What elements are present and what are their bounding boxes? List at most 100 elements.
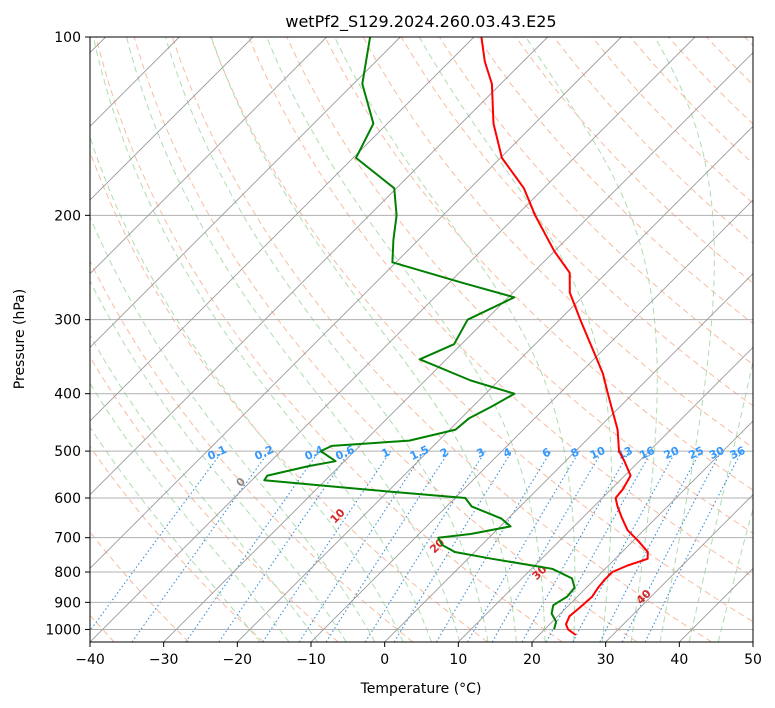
y-tick-label: 500 (54, 444, 81, 460)
dry-adiabat (210, 37, 753, 623)
y-tick-label: 900 (54, 595, 81, 611)
mixing-ratio-label: 2 (438, 446, 450, 461)
moist-adiabat (525, 37, 658, 642)
mixing-ratio-label: 25 (687, 444, 706, 462)
mixing-ratio-line (572, 450, 677, 642)
mixing-ratio-line (599, 450, 701, 642)
mixing-ratio-line (298, 450, 425, 642)
y-tick-label: 600 (54, 491, 81, 507)
dry-adiabat (248, 37, 753, 578)
x-tick-label: −30 (149, 652, 179, 668)
x-tick-label: −40 (75, 652, 105, 668)
dry-adiabat-label: 40 (634, 587, 654, 607)
isotherm (90, 37, 327, 275)
dry-adiabat (171, 37, 712, 642)
x-tick-label: 0 (380, 652, 389, 668)
y-tick-label: 200 (54, 208, 81, 224)
x-tick-label: 20 (523, 652, 541, 668)
mixing-ratio-label: 13 (615, 444, 634, 462)
isotherms (90, 37, 753, 642)
mixing-ratio-line (393, 450, 513, 642)
dry-adiabat (286, 37, 753, 534)
isotherm (310, 199, 753, 642)
moist-adiabat (126, 37, 461, 642)
y-tick-label: 300 (54, 313, 81, 329)
y-tick-label: 1000 (45, 622, 81, 638)
x-tick-label: −20 (223, 652, 253, 668)
moist-adiabat (717, 506, 753, 642)
moist-adiabat (90, 135, 404, 642)
isotherm (90, 37, 548, 496)
mixing-ratio-line (218, 450, 351, 642)
dry-adiabat (515, 37, 753, 284)
moist-adiabat (90, 426, 261, 642)
y-tick-label: 800 (54, 565, 81, 581)
mixing-ratio-label: 3 (475, 446, 487, 461)
isotherm (90, 37, 622, 569)
isotherm (90, 37, 254, 201)
dry-adiabat (95, 37, 563, 642)
x-tick-label: 10 (449, 652, 467, 668)
mixing-ratio-label: 10 (588, 444, 608, 462)
dewpoint-line (263, 37, 576, 630)
mixing-ratio-line (185, 450, 320, 642)
moist-adiabats (90, 37, 753, 642)
isotherm (458, 346, 753, 642)
isotherm (90, 37, 401, 348)
isotherm (384, 273, 753, 642)
x-tick-label: −10 (296, 652, 326, 668)
dry-adiabats (90, 37, 753, 642)
mixing-ratio-label: 6 (540, 445, 553, 460)
dry-adiabat (324, 37, 753, 491)
plot-frame (89, 36, 754, 643)
isotherm (531, 420, 753, 642)
mixing-ratio-label: 36 (728, 444, 748, 462)
moist-adiabat (90, 215, 376, 642)
dry-adiabat (591, 37, 753, 204)
mixing-ratio-label: 1 (380, 446, 392, 461)
y-tick-label: 400 (54, 387, 81, 403)
moist-adiabat (164, 37, 489, 642)
moist-adiabat (210, 37, 517, 642)
mixing-ratio-label: 16 (638, 444, 658, 462)
isotherm (237, 125, 753, 642)
mixing-ratio-line (90, 450, 223, 632)
isotherm (752, 641, 753, 642)
isotherm (679, 567, 753, 642)
dry-adiabat (90, 150, 488, 642)
y-tick-label: 100 (54, 30, 81, 46)
moist-adiabat (334, 37, 576, 642)
chart-title: wetPf2_S129.2024.260.03.43.E25 (285, 12, 556, 32)
isotherm (605, 494, 753, 642)
moist-adiabat (688, 358, 753, 642)
mixing-ratio-line (435, 450, 552, 642)
mixing-ratio-label: 0.1 (206, 443, 229, 463)
isotherm (90, 37, 475, 422)
dry-adiabat (744, 37, 753, 47)
moist-adiabat (266, 37, 546, 642)
y-axis: 100 200 300 400 500 600 700 800 900 1000 (45, 30, 90, 638)
mixing-ratio-label: 30 (707, 444, 727, 462)
mixing-ratio-line (325, 450, 450, 642)
moist-adiabat (90, 382, 290, 642)
mixing-ratio-line (644, 450, 743, 642)
mixing-ratio-line (521, 450, 630, 642)
x-tick-label: 50 (744, 652, 762, 668)
y-tick-label: 700 (54, 531, 81, 547)
isotherm (163, 52, 753, 642)
x-tick-label: 30 (597, 652, 615, 668)
dry-adiabat (90, 445, 264, 642)
moist-adiabat (418, 37, 613, 642)
dry-adiabat (133, 37, 638, 642)
y-axis-title: Pressure (hPa) (12, 289, 28, 389)
mixing-ratio-label: 1.5 (408, 443, 431, 463)
moist-adiabat (90, 334, 319, 642)
mixing-ratio-line (131, 450, 270, 642)
mixing-ratio-label: 20 (662, 444, 682, 462)
dry-adiabat (90, 356, 339, 642)
sounding-series (263, 37, 649, 636)
mixing-ratio-lines (90, 450, 743, 642)
moist-adiabat (92, 37, 432, 642)
